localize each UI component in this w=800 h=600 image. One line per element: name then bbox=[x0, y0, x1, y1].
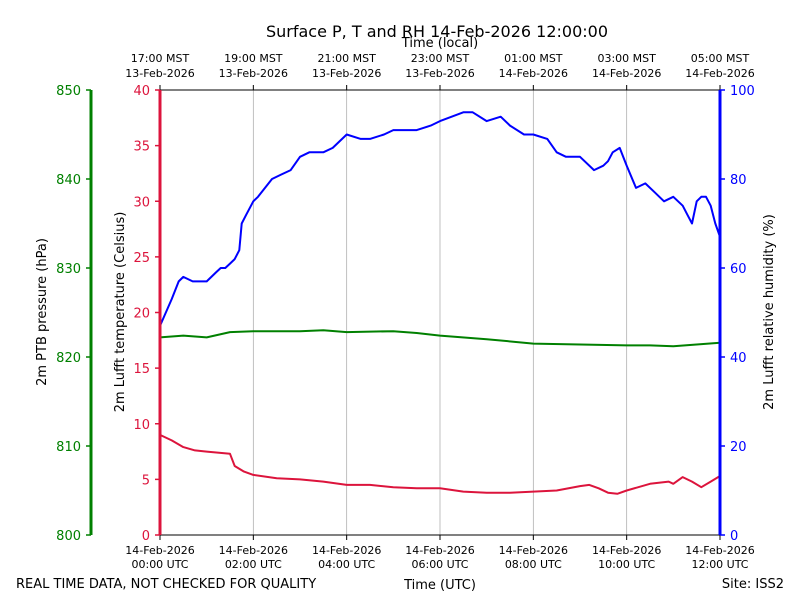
humidity-tick-label: 40 bbox=[730, 351, 747, 366]
humidity-tick-label: 60 bbox=[730, 262, 747, 277]
top-tick-date: 13-Feb-2026 bbox=[219, 67, 288, 80]
top-tick-date: 14-Feb-2026 bbox=[685, 67, 754, 80]
pressure-tick-label: 830 bbox=[56, 262, 81, 277]
bottom-tick-time: 04:00 UTC bbox=[318, 558, 375, 571]
site-label: Site: ISS2 bbox=[722, 577, 784, 592]
bottom-axis-label: Time (UTC) bbox=[403, 578, 476, 593]
temperature-tick-label: 40 bbox=[133, 84, 150, 99]
pressure-tick-label: 810 bbox=[56, 440, 81, 455]
humidity-axis-label: 2m Lufft relative humidity (%) bbox=[762, 214, 777, 410]
top-tick-time: 03:00 MST bbox=[597, 52, 656, 65]
temperature-tick-label: 30 bbox=[133, 195, 150, 210]
temperature-line bbox=[159, 433, 721, 495]
top-tick-time: 21:00 MST bbox=[317, 52, 376, 65]
bottom-tick-time: 06:00 UTC bbox=[411, 558, 468, 571]
bottom-tick-date: 14-Feb-2026 bbox=[219, 544, 288, 557]
top-tick-date: 14-Feb-2026 bbox=[592, 67, 661, 80]
bottom-tick-date: 14-Feb-2026 bbox=[685, 544, 754, 557]
pressure-tick-label: 840 bbox=[56, 173, 81, 188]
temperature-tick-label: 25 bbox=[133, 251, 150, 266]
top-tick-date: 13-Feb-2026 bbox=[125, 67, 194, 80]
bottom-tick-date: 14-Feb-2026 bbox=[592, 544, 661, 557]
humidity-tick-label: 20 bbox=[730, 440, 747, 455]
bottom-tick-date: 14-Feb-2026 bbox=[499, 544, 568, 557]
bottom-tick-time: 12:00 UTC bbox=[691, 558, 748, 571]
top-tick-time: 01:00 MST bbox=[504, 52, 563, 65]
quality-disclaimer: REAL TIME DATA, NOT CHECKED FOR QUALITY bbox=[16, 577, 316, 592]
bottom-tick-date: 14-Feb-2026 bbox=[405, 544, 474, 557]
pressure-tick-label: 800 bbox=[56, 529, 81, 544]
top-tick-date: 13-Feb-2026 bbox=[405, 67, 474, 80]
top-tick-time: 17:00 MST bbox=[131, 52, 190, 65]
bottom-tick-date: 14-Feb-2026 bbox=[312, 544, 381, 557]
bottom-tick-time: 00:00 UTC bbox=[131, 558, 188, 571]
top-axis-label: Time (local) bbox=[401, 36, 478, 51]
temperature-tick-label: 10 bbox=[133, 418, 150, 433]
grid-lines bbox=[252, 90, 628, 535]
bottom-tick-time: 02:00 UTC bbox=[225, 558, 282, 571]
top-tick-time: 05:00 MST bbox=[691, 52, 750, 65]
temperature-tick-label: 20 bbox=[133, 307, 150, 322]
humidity-tick-label: 80 bbox=[730, 173, 747, 188]
bottom-tick-time: 10:00 UTC bbox=[598, 558, 655, 571]
temperature-tick-label: 15 bbox=[133, 362, 150, 377]
pressure-line bbox=[159, 329, 721, 348]
humidity-line bbox=[159, 111, 721, 327]
top-tick-date: 14-Feb-2026 bbox=[499, 67, 568, 80]
bottom-tick-date: 14-Feb-2026 bbox=[125, 544, 194, 557]
temperature-axis-label: 2m Lufft temperature (Celsius) bbox=[113, 212, 128, 413]
humidity-tick-label: 0 bbox=[730, 529, 738, 544]
chart-title: Surface P, T and RH 14-Feb-2026 12:00:00 bbox=[266, 22, 608, 41]
top-tick-date: 13-Feb-2026 bbox=[312, 67, 381, 80]
pressure-axis-label: 2m PTB pressure (hPa) bbox=[35, 238, 50, 386]
bottom-tick-time: 08:00 UTC bbox=[505, 558, 562, 571]
top-tick-time: 23:00 MST bbox=[411, 52, 470, 65]
temperature-tick-label: 0 bbox=[142, 529, 150, 544]
series-layer bbox=[159, 111, 721, 495]
temperature-tick-label: 35 bbox=[133, 140, 150, 155]
temperature-tick-label: 5 bbox=[142, 473, 150, 488]
pressure-tick-label: 820 bbox=[56, 351, 81, 366]
pressure-tick-label: 850 bbox=[56, 84, 81, 99]
humidity-tick-label: 100 bbox=[730, 84, 755, 99]
top-tick-time: 19:00 MST bbox=[224, 52, 283, 65]
